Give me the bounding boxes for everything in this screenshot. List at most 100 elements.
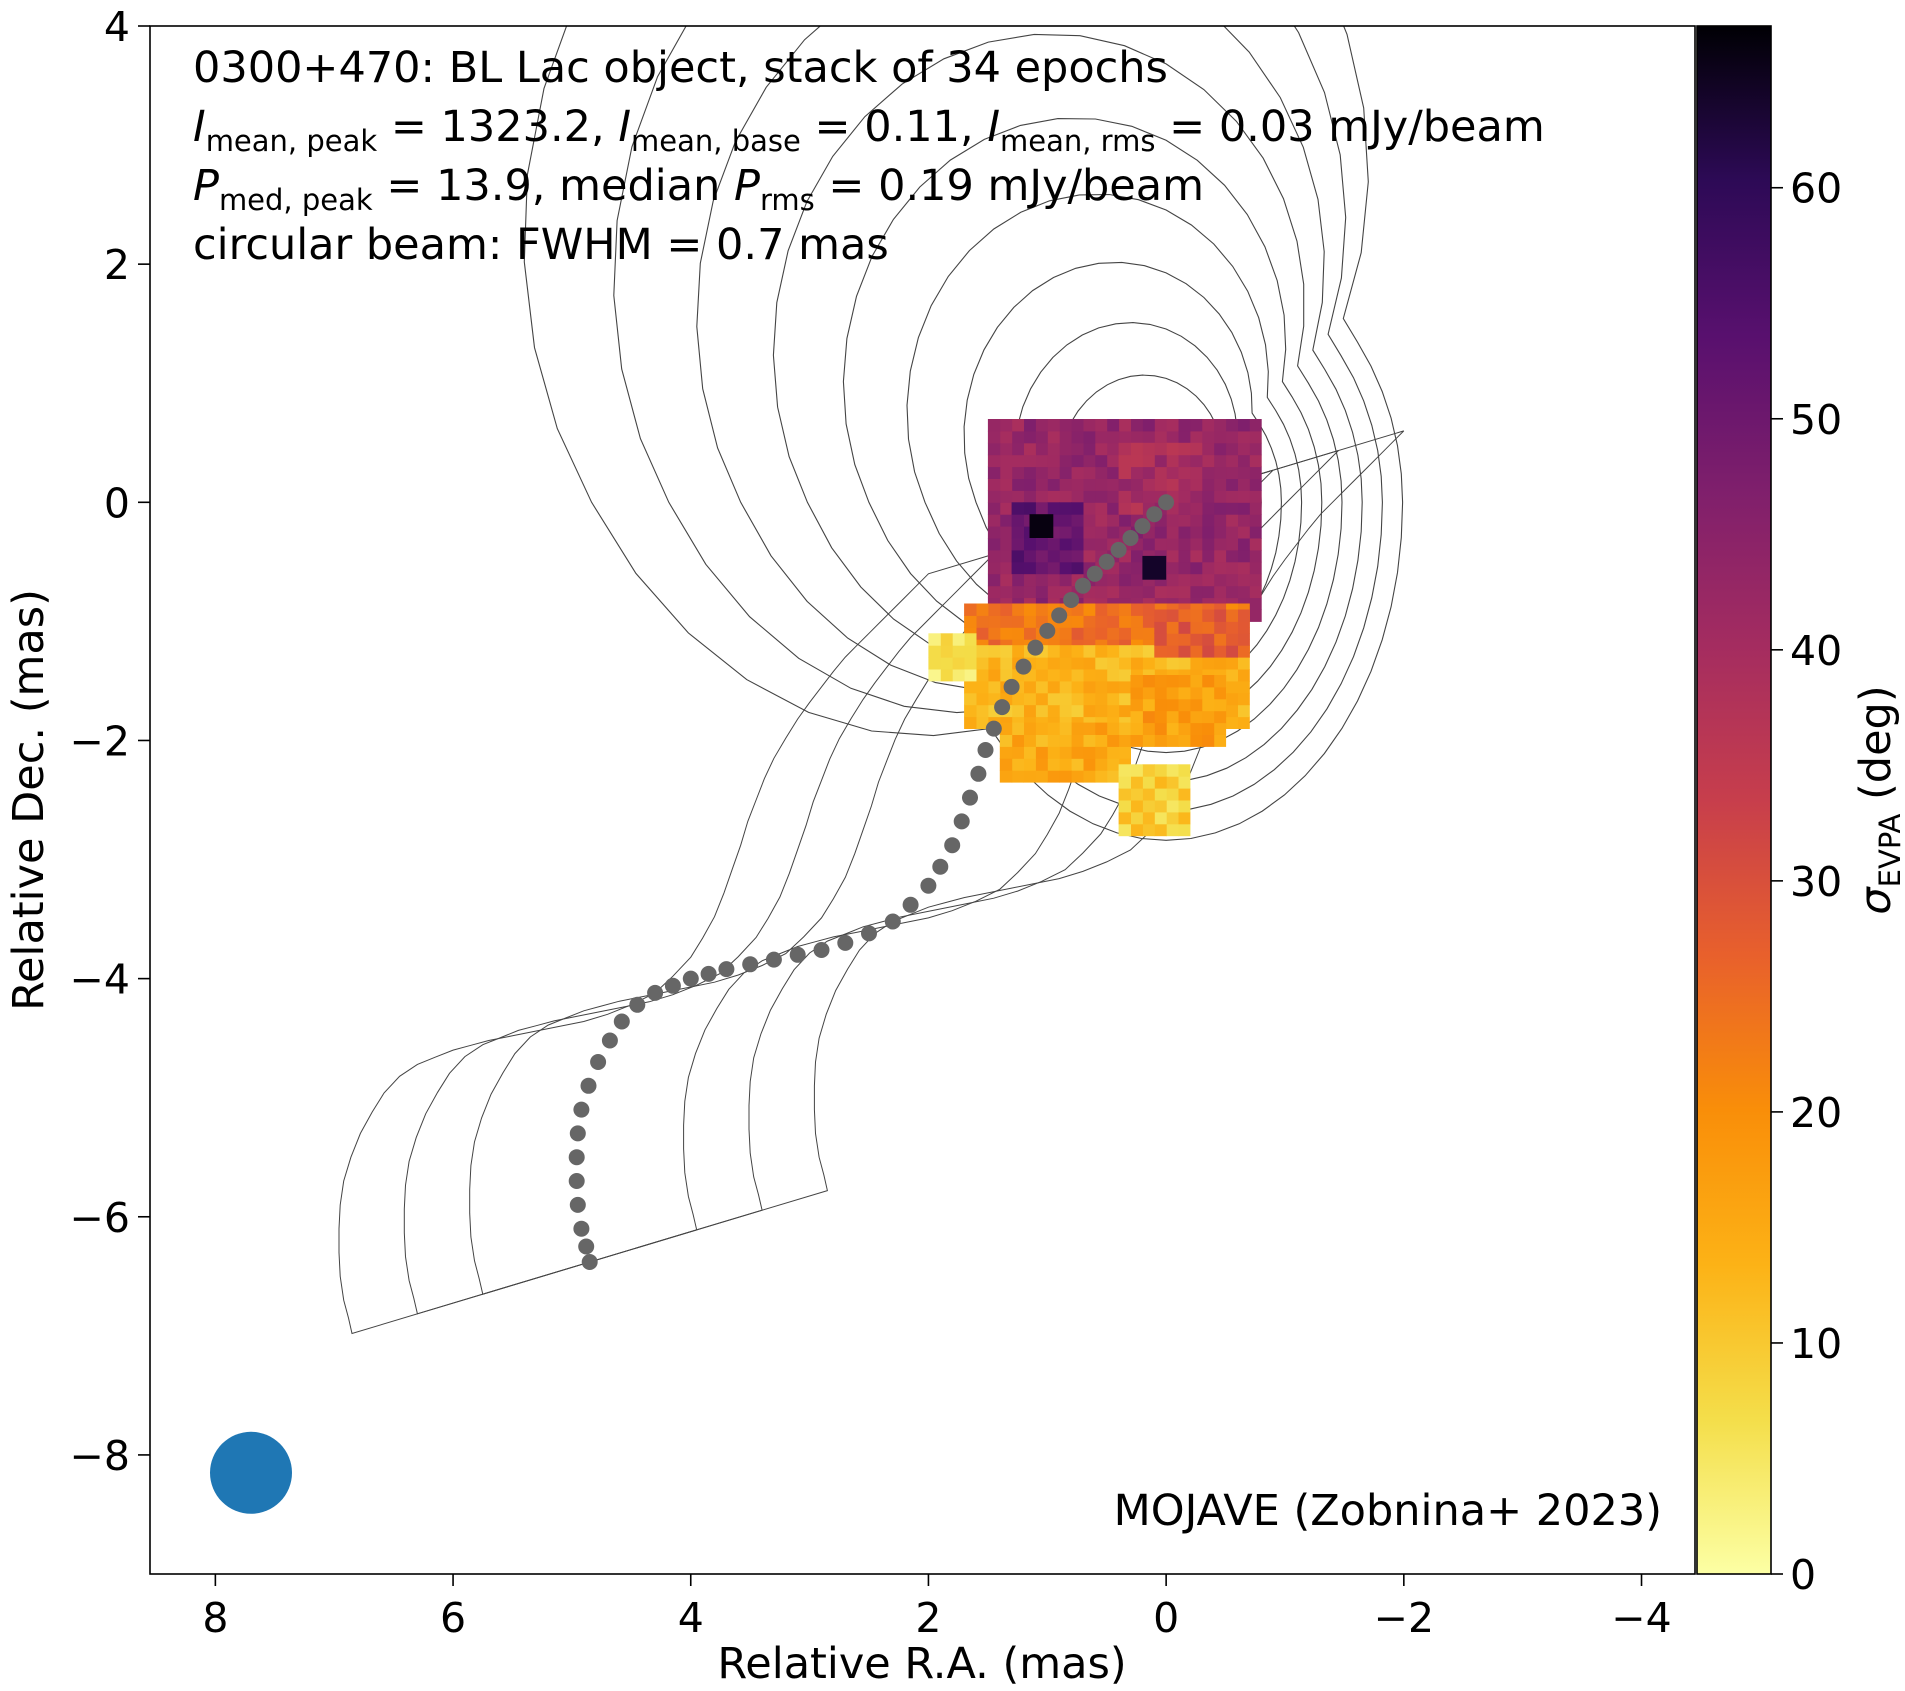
map-pixel <box>1106 478 1120 491</box>
map-pixel <box>964 645 977 658</box>
map-pixel <box>1094 526 1108 539</box>
map-pixel <box>1130 430 1143 444</box>
map-pixel <box>1249 502 1262 515</box>
map-pixel <box>1047 657 1060 670</box>
map-pixel <box>1035 466 1048 479</box>
map-pixel <box>1035 585 1048 599</box>
map-pixel <box>1189 430 1203 444</box>
map-pixel <box>1237 657 1250 670</box>
annotation-line-2: Imean, peak = 1323.2, Imean, base = 0.11… <box>193 102 1545 158</box>
map-pixel <box>964 669 977 682</box>
contour-line <box>613 26 1383 812</box>
map-pixel <box>1047 466 1060 479</box>
map-pixel <box>1082 657 1096 670</box>
map-pixel <box>987 514 1001 527</box>
map-pixel <box>999 645 1013 658</box>
map-pixel <box>1106 758 1120 771</box>
map-pixel <box>1035 758 1048 771</box>
map-pixel <box>1130 675 1143 688</box>
map-pixel <box>1154 686 1167 700</box>
map-pixel <box>1237 419 1250 432</box>
map-pixel <box>987 603 1001 616</box>
map-pixel <box>1189 710 1203 724</box>
map-pixel <box>1094 722 1108 735</box>
map-pixel <box>1178 710 1191 724</box>
map-pixel <box>1178 454 1191 468</box>
map-pixel <box>1142 734 1155 747</box>
map-pixel <box>1011 442 1024 456</box>
map-pixel <box>1213 490 1227 503</box>
map-pixel <box>1118 788 1131 801</box>
colorbar-tick-label: 0 <box>1790 1551 1816 1599</box>
map-pixel <box>1106 514 1120 527</box>
map-pixel <box>1071 770 1084 783</box>
map-pixel <box>1082 603 1096 616</box>
ridgeline-point <box>765 951 782 968</box>
map-pixel <box>1035 722 1048 735</box>
map-pixel <box>1071 419 1084 432</box>
map-pixel <box>1118 573 1131 587</box>
map-pixel <box>1166 788 1179 801</box>
map-pixel <box>1011 770 1024 783</box>
map-pixel <box>1106 585 1120 599</box>
map-pixel <box>1166 609 1179 622</box>
map-pixel <box>1189 734 1203 747</box>
map-pixel <box>1082 430 1096 444</box>
ridgeline-point <box>902 896 919 913</box>
map-pixel <box>1166 454 1179 468</box>
map-pixel <box>1035 478 1048 491</box>
map-pixel <box>1189 466 1203 479</box>
x-tick-label: 4 <box>678 1594 704 1642</box>
map-pixel <box>1213 442 1227 456</box>
map-pixel <box>1130 603 1143 616</box>
map-pixel <box>1225 419 1238 432</box>
map-pixel <box>1082 680 1096 694</box>
map-pixel <box>1249 609 1262 622</box>
map-pixel <box>1059 526 1072 539</box>
map-pixel <box>1225 680 1238 694</box>
map-pixel <box>1249 490 1262 503</box>
map-pixel <box>1142 686 1155 700</box>
ridgeline-point <box>573 1101 590 1118</box>
map-pixel <box>1130 490 1143 503</box>
map-pixel <box>1178 573 1191 587</box>
map-pixel <box>1047 645 1060 658</box>
map-pixel <box>1047 692 1060 706</box>
map-pixel <box>1106 645 1120 658</box>
map-pixel <box>1154 734 1167 747</box>
map-pixel <box>1059 657 1072 670</box>
map-pixel <box>1166 811 1179 825</box>
map-pixel <box>1023 419 1036 432</box>
map-pixel <box>1201 561 1215 575</box>
map-pixel <box>1178 686 1191 700</box>
map-pixel <box>1094 746 1108 759</box>
map-pixel <box>1154 811 1167 825</box>
map-pixel <box>1011 454 1024 468</box>
map-pixel <box>1106 704 1120 718</box>
map-pixel <box>1094 692 1108 706</box>
map-pixel <box>1011 585 1024 599</box>
map-pixel <box>1249 478 1262 491</box>
map-pixel <box>1189 454 1203 468</box>
map-pixel <box>1130 549 1143 563</box>
y-tick-label: −8 <box>70 1432 130 1480</box>
map-pixel <box>964 657 977 670</box>
map-pixel <box>1142 430 1155 444</box>
map-pixel <box>1118 490 1131 503</box>
map-pixel <box>1166 698 1179 712</box>
map-pixel <box>1094 680 1108 694</box>
map-pixel <box>1154 442 1167 456</box>
map-pixel <box>1106 734 1120 747</box>
map-pixel <box>1118 442 1131 456</box>
map-pixel <box>1118 680 1131 694</box>
map-pixel <box>1035 538 1048 551</box>
map-pixel <box>1154 419 1167 432</box>
map-pixel <box>1118 514 1131 527</box>
map-pixel <box>1213 621 1227 634</box>
map-pixel <box>1237 704 1250 718</box>
map-pixel <box>1225 669 1238 682</box>
map-pixel <box>1118 692 1131 706</box>
map-pixel <box>1142 776 1155 789</box>
map-pixel <box>1154 526 1167 539</box>
map-pixel <box>1130 698 1143 712</box>
